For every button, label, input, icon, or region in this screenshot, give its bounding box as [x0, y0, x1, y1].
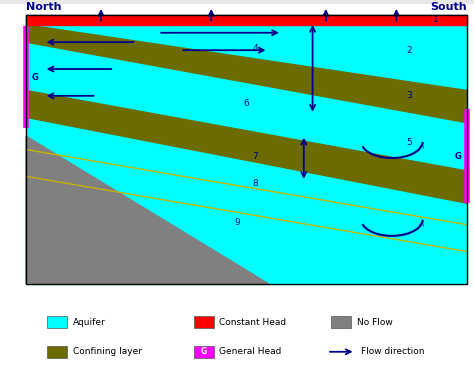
Text: 7: 7	[253, 152, 258, 161]
Text: Flow direction: Flow direction	[361, 347, 425, 356]
Text: 3: 3	[407, 92, 412, 100]
Bar	[194, 346, 214, 357]
Text: 6: 6	[244, 99, 249, 108]
Text: 1: 1	[433, 15, 439, 24]
Bar	[26, 15, 467, 284]
Text: 4: 4	[253, 44, 258, 53]
Text: 5: 5	[407, 138, 412, 147]
Text: G: G	[32, 73, 39, 81]
Text: 2: 2	[407, 46, 412, 55]
Text: 8: 8	[253, 179, 258, 187]
Text: G: G	[454, 152, 461, 161]
Bar	[47, 317, 67, 328]
Polygon shape	[26, 15, 467, 284]
Text: South: South	[430, 1, 467, 12]
Polygon shape	[26, 136, 268, 284]
Text: General Head: General Head	[219, 347, 282, 356]
Bar	[47, 346, 67, 357]
Text: Aquifer: Aquifer	[73, 318, 105, 327]
Bar	[194, 317, 214, 328]
Polygon shape	[26, 15, 467, 25]
Text: 9: 9	[235, 218, 240, 227]
Text: Constant Head: Constant Head	[219, 318, 287, 327]
Text: Confining layer: Confining layer	[73, 347, 142, 356]
Polygon shape	[26, 25, 467, 123]
Polygon shape	[26, 90, 467, 203]
Text: No Flow: No Flow	[357, 318, 392, 327]
Text: G: G	[201, 347, 207, 356]
Text: North: North	[26, 1, 62, 12]
Bar	[331, 317, 351, 328]
